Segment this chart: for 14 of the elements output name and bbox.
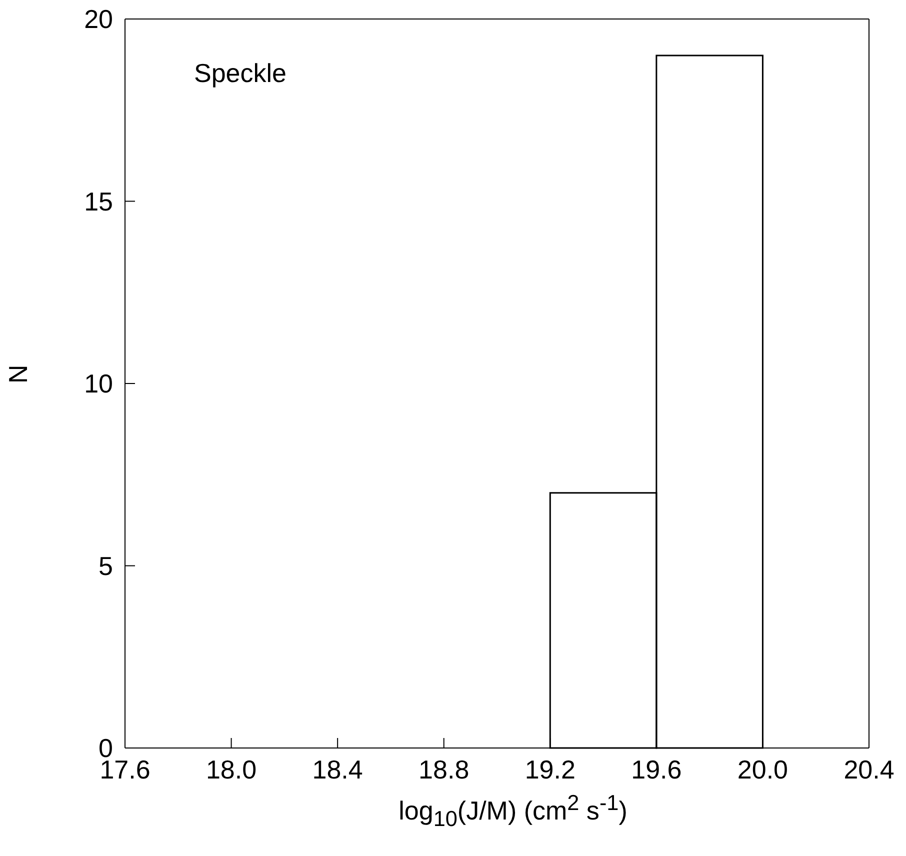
- x-tick-label: 19.6: [631, 754, 682, 784]
- x-tick-label: 20.4: [844, 754, 894, 784]
- x-axis-title: log$_{10}$(J/M) (cm$^{2}$ s$^{-1}$): [398, 790, 628, 832]
- y-axis-title: N: [3, 364, 34, 384]
- x-tick-label: 19.2: [524, 754, 576, 784]
- y-tick-label: 5: [98, 550, 113, 581]
- y-tick-label: 20: [84, 4, 113, 34]
- x-tick-label: 18.4: [312, 754, 363, 784]
- annotation: Speckle: [194, 58, 286, 89]
- x-tick-label: 18.8: [418, 754, 470, 784]
- x-tick-label: 18.0: [206, 754, 257, 784]
- y-tick-label: 15: [84, 186, 113, 216]
- y-tick-label: 10: [84, 368, 113, 399]
- x-tick-label: 20.0: [737, 754, 788, 784]
